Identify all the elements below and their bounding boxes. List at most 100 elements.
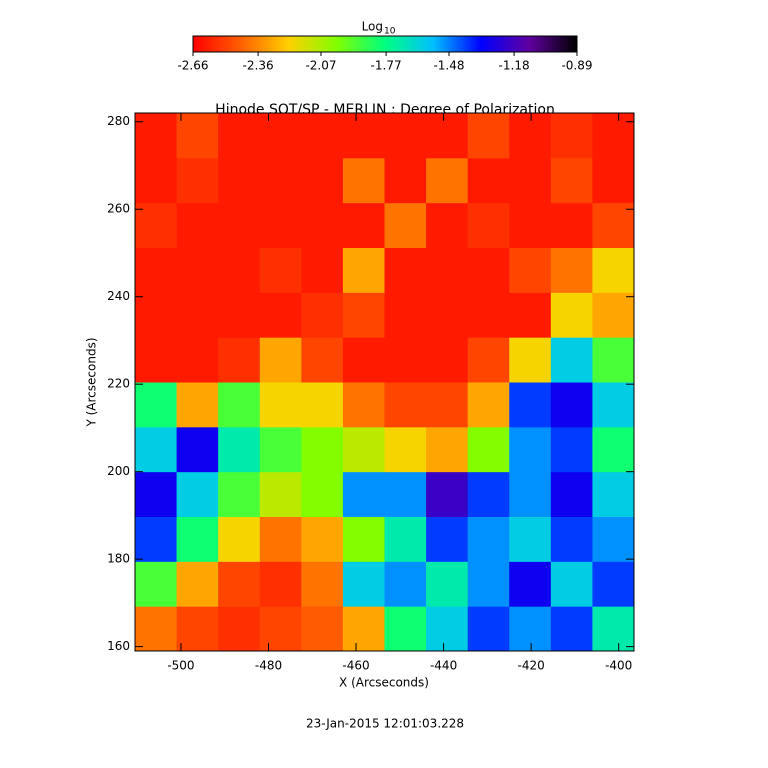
heatmap-cell [509,382,552,428]
x-tick-label: -480 [255,659,282,673]
heatmap-cell [218,516,261,562]
heatmap-cell [592,471,635,517]
heatmap-cell [592,157,635,204]
heatmap-cell [426,202,469,248]
heatmap-cell [426,606,469,652]
heatmap-cell [218,113,261,159]
heatmap-cell [509,292,552,338]
heatmap-cell [384,382,427,428]
heatmap-cell [259,247,302,293]
colorbar [192,35,578,53]
heatmap-cell [218,561,261,607]
y-axis-title: Y (Arcseconds) [85,337,99,427]
heatmap-cell [384,471,427,517]
heatmap-cell [592,113,635,159]
heatmap-cell [135,426,178,473]
heatmap-cell [384,113,427,159]
heatmap-cell [259,606,302,652]
heatmap-cell [218,606,261,652]
heatmap-cell [342,561,385,607]
heatmap-cell [509,113,552,159]
heatmap-cell [259,157,302,204]
plot-frame [134,112,635,652]
colorbar-tick-label: -1.18 [499,59,530,73]
heatmap-cell [301,157,344,204]
heatmap-cell [135,606,178,652]
x-tick-label: -400 [605,659,632,673]
heatmap-cell [218,382,261,428]
heatmap-cell [467,561,510,607]
heatmap-cell [176,113,219,159]
heatmap-cell [509,426,552,473]
heatmap-cell [550,337,593,383]
heatmap-cell [467,382,510,428]
colorbar-label-sub: 10 [384,27,396,37]
heatmap-cell [509,561,552,607]
heatmap-cell [342,606,385,652]
heatmap-cell [509,202,552,248]
heatmap-cell [384,606,427,652]
heatmap-cell [176,606,219,652]
heatmap-cell [301,516,344,562]
heatmap-cell [176,561,219,607]
heatmap-cell [550,426,593,473]
heatmap-cell [384,157,427,204]
heatmap-cell [176,382,219,428]
heatmap-cell [550,292,593,338]
heatmap-cell [550,471,593,517]
colorbar-tick-label: -1.77 [371,59,402,73]
heatmap-cell [135,157,178,204]
heatmap-cell [426,471,469,517]
heatmap-cell [301,471,344,517]
heatmap-cell [218,292,261,338]
heatmap-cell [384,516,427,562]
heatmap-cell [509,247,552,293]
heatmap-cell [301,337,344,383]
heatmap-cell [509,157,552,204]
heatmap-cell [301,202,344,248]
heatmap-cell [467,337,510,383]
y-tick-label: 260 [107,202,130,216]
heatmap-cell [342,516,385,562]
heatmap-cell [259,202,302,248]
heatmap-cell [176,202,219,248]
heatmap-cell [509,606,552,652]
heatmap-cell [342,337,385,383]
heatmap-cell [550,561,593,607]
heatmap-cell [135,516,178,562]
x-tick-label: -420 [518,659,545,673]
heatmap-cell [426,337,469,383]
heatmap-cell [176,516,219,562]
heatmap-cell [509,516,552,562]
heatmap-cell [176,157,219,204]
colorbar-tick-label: -2.66 [177,59,208,73]
heatmap-cell [384,247,427,293]
heatmap-cell [592,426,635,473]
heatmap-cell [467,471,510,517]
heatmap-cell [426,426,469,473]
heatmap-cell [218,247,261,293]
heatmap-cell [259,426,302,473]
heatmap-cell [342,471,385,517]
x-tick-label: -440 [430,659,457,673]
heatmap-cell [550,202,593,248]
heatmap-cell [426,292,469,338]
heatmap-cell [592,516,635,562]
heatmap-cell [301,426,344,473]
heatmap-cell [135,561,178,607]
heatmap-cell [509,471,552,517]
heatmap-cell [426,382,469,428]
heatmap-cell [301,382,344,428]
y-tick-label: 200 [107,464,130,478]
colorbar-tick-label: -0.89 [561,59,592,73]
heatmap-cell [176,247,219,293]
heatmap-cell [509,337,552,383]
heatmap-cell [426,561,469,607]
x-axis-title: X (Arcseconds) [339,676,429,690]
heatmap-cell [550,113,593,159]
heatmap-cell [467,247,510,293]
heatmap-cell [259,292,302,338]
heatmap-cell [218,157,261,204]
heatmap-cell [135,292,178,338]
heatmap-cell [218,202,261,248]
